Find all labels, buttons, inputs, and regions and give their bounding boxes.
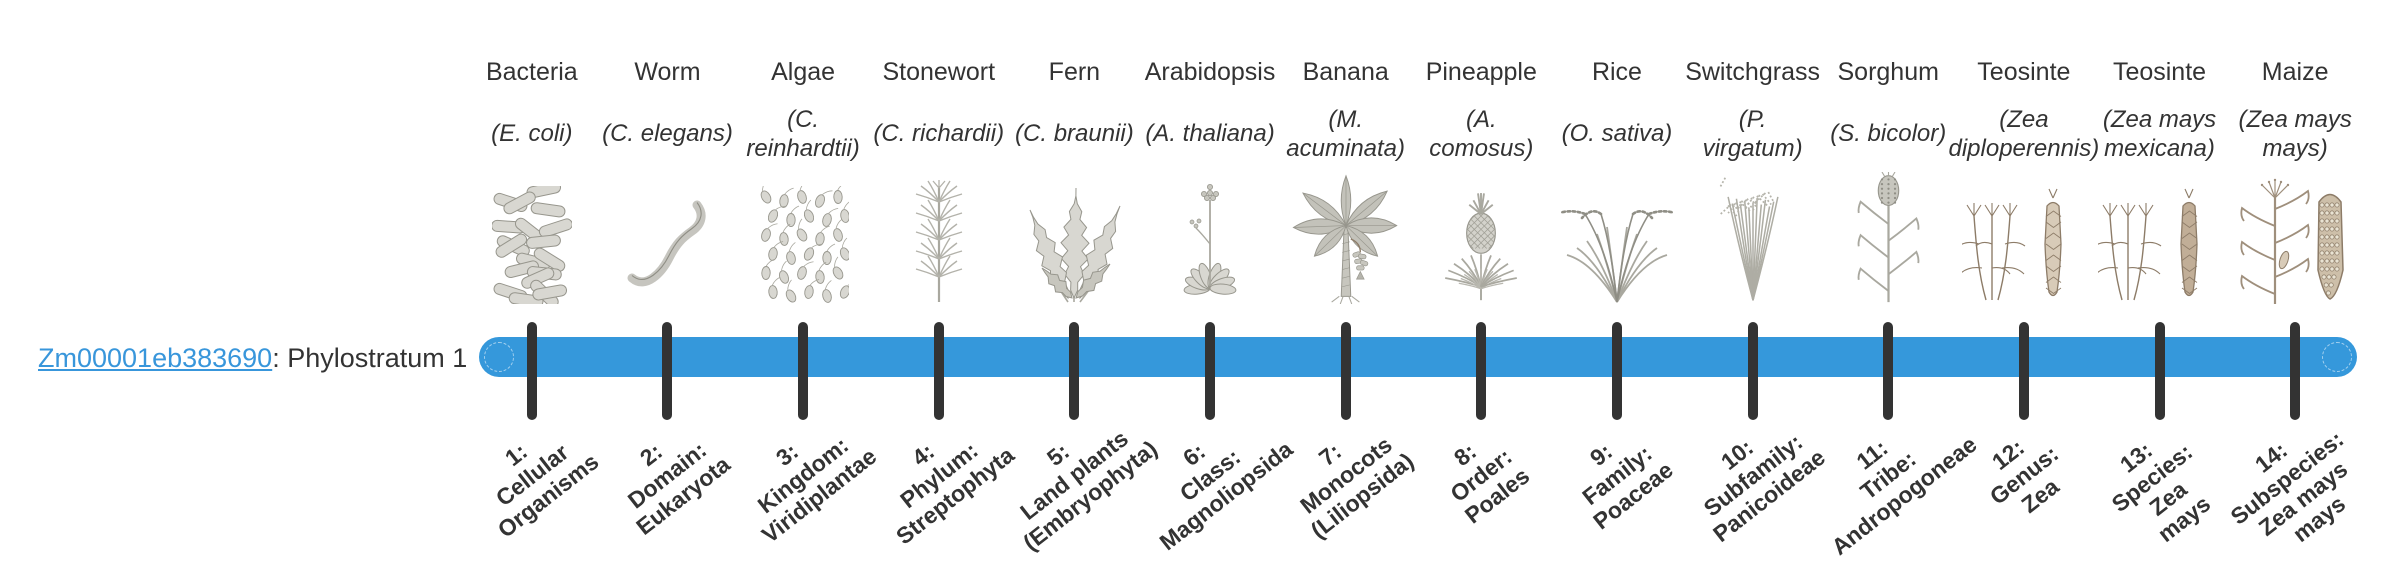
stratum-clade-label: 3: Kingdom: Viridiplantae xyxy=(752,431,882,549)
rice-icon xyxy=(1549,170,1685,304)
organism-species: (S. bicolor) xyxy=(1830,120,1947,148)
stratum-tick xyxy=(1069,322,1080,420)
organism-species: (C. richardii) xyxy=(873,120,1005,148)
stratum-column: Arabidopsis (A. thaliana) 6: Class: Magn… xyxy=(1142,0,1298,580)
organism-name: Maize xyxy=(2261,58,2329,86)
organism-name: Teosinte xyxy=(1977,58,2071,86)
organism-name: Pineapple xyxy=(1425,58,1537,86)
stratum-tick xyxy=(2290,322,2301,420)
gene-label: Zm00001eb383690: Phylostratum 1 xyxy=(38,341,467,375)
organism-species: (O. sativa) xyxy=(1561,120,1673,148)
organism-name: Arabidopsis xyxy=(1144,58,1276,86)
organism-name: Bacteria xyxy=(485,58,578,86)
organism-species: (A. thaliana) xyxy=(1145,120,1275,148)
stonewort-icon xyxy=(871,170,1007,304)
stratum-clade-label: 10: Subfamily: Panicoideae xyxy=(1698,428,1830,548)
stratum-clade-label: 14: Subspecies: Zea mays mays xyxy=(2225,425,2353,548)
maize-icon xyxy=(2227,170,2363,304)
stratum-tick xyxy=(2018,322,2029,420)
fern-icon xyxy=(1007,170,1143,304)
teosinte-icon xyxy=(1956,170,2092,304)
stratum-clade-label: 8: Order: Poales xyxy=(1445,437,1535,529)
stratum-column: Pineapple (A. comosus) 8: Order: Poales xyxy=(1413,0,1549,580)
banana-icon xyxy=(1278,170,1414,304)
stratum-clade-label: 13: Species: Zea mays xyxy=(2106,436,2215,548)
organism-species: (C. reinhardtii) xyxy=(746,105,860,162)
stratum-tick xyxy=(1883,322,1894,420)
stratum-clade-label: 2: Domain: Eukaryota xyxy=(623,436,736,540)
organism-species: (P. virgatum) xyxy=(1702,105,1803,162)
arabidopsis-icon xyxy=(1142,170,1278,304)
stratum-column: Teosinte (Zea mays mexicana) 13: Species… xyxy=(2092,0,2228,580)
organism-species: (C. braunii) xyxy=(1015,120,1134,148)
stratum-tick xyxy=(526,322,537,420)
organism-name: Sorghum xyxy=(1837,58,1939,86)
worm-icon xyxy=(600,170,736,304)
stratum-tick xyxy=(1747,322,1758,420)
organism-species: (Zea mays mexicana) xyxy=(2102,105,2217,162)
stratum-column: Switchgrass (P. virgatum) 10: Subfamily:… xyxy=(1685,0,1829,580)
organism-name: Banana xyxy=(1302,58,1389,86)
pineapple-icon xyxy=(1413,170,1549,304)
organism-species: (A. comosus) xyxy=(1429,105,1534,162)
organism-name: Switchgrass xyxy=(1685,58,1820,86)
stratum-tick xyxy=(1205,322,1216,420)
stratum-column: Sorghum (S. bicolor) 11: Tribe: Andropog… xyxy=(1820,0,1982,580)
organism-name: Algae xyxy=(771,58,836,86)
stratum-column: Stonewort (C. richardii) 4: Phylum: Stre… xyxy=(871,0,1018,580)
timeline-bar xyxy=(479,337,2357,377)
bacteria-icon xyxy=(464,170,600,304)
organism-name: Fern xyxy=(1048,58,1101,86)
sorghum-icon xyxy=(1820,170,1956,304)
organism-name: Stonewort xyxy=(882,58,996,86)
stratum-tick xyxy=(1340,322,1351,420)
organism-species: (M. acuminata) xyxy=(1286,105,1406,162)
organism-species: (E. coli) xyxy=(491,120,573,148)
stratum-column: Fern (C. braunii) 5: Land plants (Embryo… xyxy=(1007,0,1162,580)
stratum-column: Rice (O. sativa) 9: Family: Poaceae xyxy=(1549,0,1685,580)
organism-species: (Zea diploperennis) xyxy=(1948,105,2100,162)
stratum-tick xyxy=(933,322,944,420)
stratum-tick xyxy=(2154,322,2165,420)
stratum-tick xyxy=(1611,322,1622,420)
stratum-tick xyxy=(798,322,809,420)
stratum-clade-label: 9: Family: Poaceae xyxy=(1577,437,1678,535)
stratum-clade-label: 12: Genus: Zea xyxy=(1984,434,2064,518)
organism-name: Worm xyxy=(634,58,701,86)
teosinte-icon xyxy=(2092,170,2228,304)
stratum-column: Worm (C. elegans) 2: Domain: Eukaryota xyxy=(600,0,736,580)
organism-name: Teosinte xyxy=(2112,58,2207,86)
stratum-column: Bacteria (E. coli) 1: Cellular Organisms xyxy=(464,0,603,580)
organism-species: (Zea mays mays) xyxy=(2238,105,2352,162)
switchgrass-icon xyxy=(1685,170,1821,304)
organism-name: Rice xyxy=(1591,58,1642,86)
stratum-column: Teosinte (Zea diploperennis) 12: Genus: … xyxy=(1948,0,2099,580)
algae-icon xyxy=(735,170,871,304)
stratum-column: Banana (M. acuminata) 7: Monocots (Lilio… xyxy=(1278,0,1418,580)
stratum-column: Maize (Zea mays mays) 14: Subspecies: Ze… xyxy=(2226,0,2363,580)
gene-link[interactable]: Zm00001eb383690 xyxy=(38,343,273,373)
stratum-clade-label: 4: Phylum: Streptophyta xyxy=(890,436,1019,550)
phylostratum-label: : Phylostratum 1 xyxy=(272,343,468,373)
stratum-clade-label: 7: Monocots (Liliopsida) xyxy=(1294,431,1418,544)
stratum-tick xyxy=(662,322,673,420)
stratum-tick xyxy=(1476,322,1487,420)
stratum-column: Algae (C. reinhardtii) 3: Kingdom: Virid… xyxy=(735,0,881,580)
organism-species: (C. elegans) xyxy=(602,120,733,148)
stratum-clade-label: 1: Cellular Organisms xyxy=(490,437,604,543)
strata-columns: Bacteria (E. coli) 1: Cellular Organisms… xyxy=(464,0,2363,580)
